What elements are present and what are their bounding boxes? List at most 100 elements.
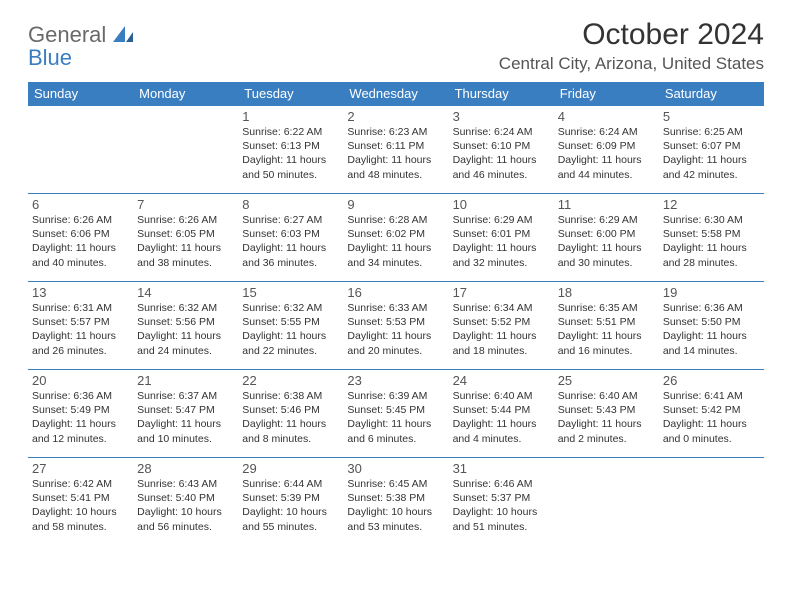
day-line: Daylight: 11 hours and 14 minutes.: [663, 330, 747, 356]
day-line: Sunset: 5:49 PM: [32, 404, 110, 416]
day-text: Sunrise: 6:44 AMSunset: 5:39 PMDaylight:…: [242, 477, 339, 534]
day-line: Sunset: 6:11 PM: [347, 140, 424, 152]
day-line: Sunset: 5:43 PM: [558, 404, 636, 416]
day-line: Daylight: 11 hours and 36 minutes.: [242, 242, 326, 268]
day-line: Daylight: 11 hours and 12 minutes.: [32, 418, 116, 444]
day-text: Sunrise: 6:40 AMSunset: 5:44 PMDaylight:…: [453, 389, 550, 446]
day-line: Sunrise: 6:36 AM: [663, 302, 743, 314]
day-cell: 6Sunrise: 6:26 AMSunset: 6:06 PMDaylight…: [28, 194, 133, 282]
day-text: Sunrise: 6:29 AMSunset: 6:01 PMDaylight:…: [453, 213, 550, 270]
day-cell: 11Sunrise: 6:29 AMSunset: 6:00 PMDayligh…: [554, 194, 659, 282]
day-text: Sunrise: 6:24 AMSunset: 6:10 PMDaylight:…: [453, 125, 550, 182]
day-cell: 15Sunrise: 6:32 AMSunset: 5:55 PMDayligh…: [238, 282, 343, 370]
day-line: Sunset: 5:55 PM: [242, 316, 320, 328]
day-cell: 9Sunrise: 6:28 AMSunset: 6:02 PMDaylight…: [343, 194, 448, 282]
day-line: Sunrise: 6:25 AM: [663, 126, 743, 138]
day-text: Sunrise: 6:35 AMSunset: 5:51 PMDaylight:…: [558, 301, 655, 358]
dow-monday: Monday: [133, 82, 238, 106]
day-line: Sunrise: 6:29 AM: [558, 214, 638, 226]
day-line: Sunset: 6:05 PM: [137, 228, 215, 240]
day-line: Daylight: 11 hours and 4 minutes.: [453, 418, 537, 444]
day-text: Sunrise: 6:31 AMSunset: 5:57 PMDaylight:…: [32, 301, 129, 358]
day-line: Sunset: 6:09 PM: [558, 140, 636, 152]
day-line: Daylight: 11 hours and 2 minutes.: [558, 418, 642, 444]
day-line: Daylight: 11 hours and 32 minutes.: [453, 242, 537, 268]
day-line: Sunrise: 6:23 AM: [347, 126, 427, 138]
day-cell: 29Sunrise: 6:44 AMSunset: 5:39 PMDayligh…: [238, 458, 343, 546]
day-line: Daylight: 11 hours and 30 minutes.: [558, 242, 642, 268]
day-line: Sunset: 5:37 PM: [453, 492, 531, 504]
day-line: Sunrise: 6:28 AM: [347, 214, 427, 226]
day-cell: 30Sunrise: 6:45 AMSunset: 5:38 PMDayligh…: [343, 458, 448, 546]
day-line: Sunrise: 6:24 AM: [558, 126, 638, 138]
day-line: Sunrise: 6:43 AM: [137, 478, 217, 490]
day-number: 8: [242, 197, 339, 212]
day-text: Sunrise: 6:28 AMSunset: 6:02 PMDaylight:…: [347, 213, 444, 270]
day-cell: 8Sunrise: 6:27 AMSunset: 6:03 PMDaylight…: [238, 194, 343, 282]
day-cell: 17Sunrise: 6:34 AMSunset: 5:52 PMDayligh…: [449, 282, 554, 370]
logo-word2: Blue: [28, 45, 72, 70]
day-number: 22: [242, 373, 339, 388]
day-cell: 1Sunrise: 6:22 AMSunset: 6:13 PMDaylight…: [238, 106, 343, 194]
day-number: 21: [137, 373, 234, 388]
day-cell: 13Sunrise: 6:31 AMSunset: 5:57 PMDayligh…: [28, 282, 133, 370]
day-line: Daylight: 10 hours and 53 minutes.: [347, 506, 432, 532]
day-line: Daylight: 11 hours and 10 minutes.: [137, 418, 221, 444]
day-number: 28: [137, 461, 234, 476]
day-number: 17: [453, 285, 550, 300]
day-cell: 16Sunrise: 6:33 AMSunset: 5:53 PMDayligh…: [343, 282, 448, 370]
day-number: 16: [347, 285, 444, 300]
day-line: Daylight: 10 hours and 56 minutes.: [137, 506, 222, 532]
day-cell: [28, 106, 133, 194]
day-line: Sunset: 5:47 PM: [137, 404, 215, 416]
day-text: Sunrise: 6:41 AMSunset: 5:42 PMDaylight:…: [663, 389, 760, 446]
day-line: Daylight: 11 hours and 16 minutes.: [558, 330, 642, 356]
day-line: Daylight: 11 hours and 28 minutes.: [663, 242, 747, 268]
week-row: 1Sunrise: 6:22 AMSunset: 6:13 PMDaylight…: [28, 106, 764, 194]
week-row: 6Sunrise: 6:26 AMSunset: 6:06 PMDaylight…: [28, 194, 764, 282]
logo-sail-icon: [113, 26, 133, 42]
day-text: Sunrise: 6:26 AMSunset: 6:06 PMDaylight:…: [32, 213, 129, 270]
dow-sunday: Sunday: [28, 82, 133, 106]
day-line: Sunset: 5:52 PM: [453, 316, 531, 328]
day-cell: 20Sunrise: 6:36 AMSunset: 5:49 PMDayligh…: [28, 370, 133, 458]
day-number: 18: [558, 285, 655, 300]
day-line: Daylight: 11 hours and 42 minutes.: [663, 154, 747, 180]
day-text: Sunrise: 6:24 AMSunset: 6:09 PMDaylight:…: [558, 125, 655, 182]
day-line: Sunset: 5:40 PM: [137, 492, 215, 504]
location: Central City, Arizona, United States: [499, 54, 764, 74]
day-number: 19: [663, 285, 760, 300]
day-line: Daylight: 11 hours and 8 minutes.: [242, 418, 326, 444]
day-cell: [554, 458, 659, 546]
day-line: Sunset: 5:41 PM: [32, 492, 110, 504]
day-line: Sunrise: 6:31 AM: [32, 302, 112, 314]
day-number: 29: [242, 461, 339, 476]
day-cell: 5Sunrise: 6:25 AMSunset: 6:07 PMDaylight…: [659, 106, 764, 194]
day-line: Sunrise: 6:37 AM: [137, 390, 217, 402]
day-line: Sunrise: 6:46 AM: [453, 478, 533, 490]
day-line: Daylight: 11 hours and 40 minutes.: [32, 242, 116, 268]
day-line: Sunrise: 6:42 AM: [32, 478, 112, 490]
day-line: Sunset: 5:46 PM: [242, 404, 320, 416]
day-line: Sunset: 5:38 PM: [347, 492, 425, 504]
calendar-body: 1Sunrise: 6:22 AMSunset: 6:13 PMDaylight…: [28, 106, 764, 546]
day-number: 15: [242, 285, 339, 300]
day-text: Sunrise: 6:34 AMSunset: 5:52 PMDaylight:…: [453, 301, 550, 358]
day-line: Daylight: 11 hours and 46 minutes.: [453, 154, 537, 180]
day-line: Sunset: 6:10 PM: [453, 140, 531, 152]
day-number: 9: [347, 197, 444, 212]
day-cell: 2Sunrise: 6:23 AMSunset: 6:11 PMDaylight…: [343, 106, 448, 194]
day-number: 14: [137, 285, 234, 300]
page: General Blue October 2024 Central City, …: [0, 0, 792, 545]
day-line: Sunset: 5:50 PM: [663, 316, 741, 328]
day-cell: 12Sunrise: 6:30 AMSunset: 5:58 PMDayligh…: [659, 194, 764, 282]
day-cell: [133, 106, 238, 194]
day-number: 12: [663, 197, 760, 212]
day-line: Sunset: 5:45 PM: [347, 404, 425, 416]
day-cell: 7Sunrise: 6:26 AMSunset: 6:05 PMDaylight…: [133, 194, 238, 282]
day-line: Daylight: 10 hours and 58 minutes.: [32, 506, 117, 532]
header: General Blue October 2024 Central City, …: [28, 18, 764, 74]
dow-tuesday: Tuesday: [238, 82, 343, 106]
day-line: Sunset: 6:02 PM: [347, 228, 425, 240]
day-line: Sunrise: 6:22 AM: [242, 126, 322, 138]
